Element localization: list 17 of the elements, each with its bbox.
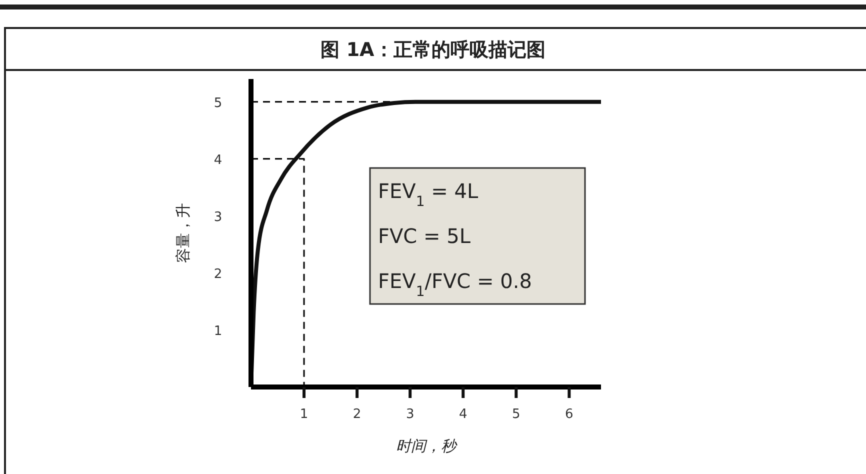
x-tick-label: 3 [406,407,414,422]
annotation: FEV$_{1}$/FVC = 0.8 [378,269,532,300]
annotation: FEV$_{1}$ = 4L [378,179,479,210]
x-tick-label: 6 [565,407,574,422]
x-tick-label: 5 [512,407,520,422]
y-tick-label: 5 [214,96,222,111]
chart-title: 图 1A：正常的呼吸描记图 [320,39,546,61]
y-tick-label: 2 [214,266,222,282]
x-tick-label: 1 [300,407,308,422]
y-tick-label: 1 [214,324,222,339]
y-tick-label: 4 [214,152,222,168]
y-axis-title: 容量，升 [174,203,192,263]
y-tick-label: 3 [214,210,222,225]
x-axis-title: 时间，秒 [396,437,458,455]
x-tick-label: 4 [458,407,468,422]
x-tick-label: 2 [352,407,362,422]
annotation: FVC = 5L [378,224,472,248]
